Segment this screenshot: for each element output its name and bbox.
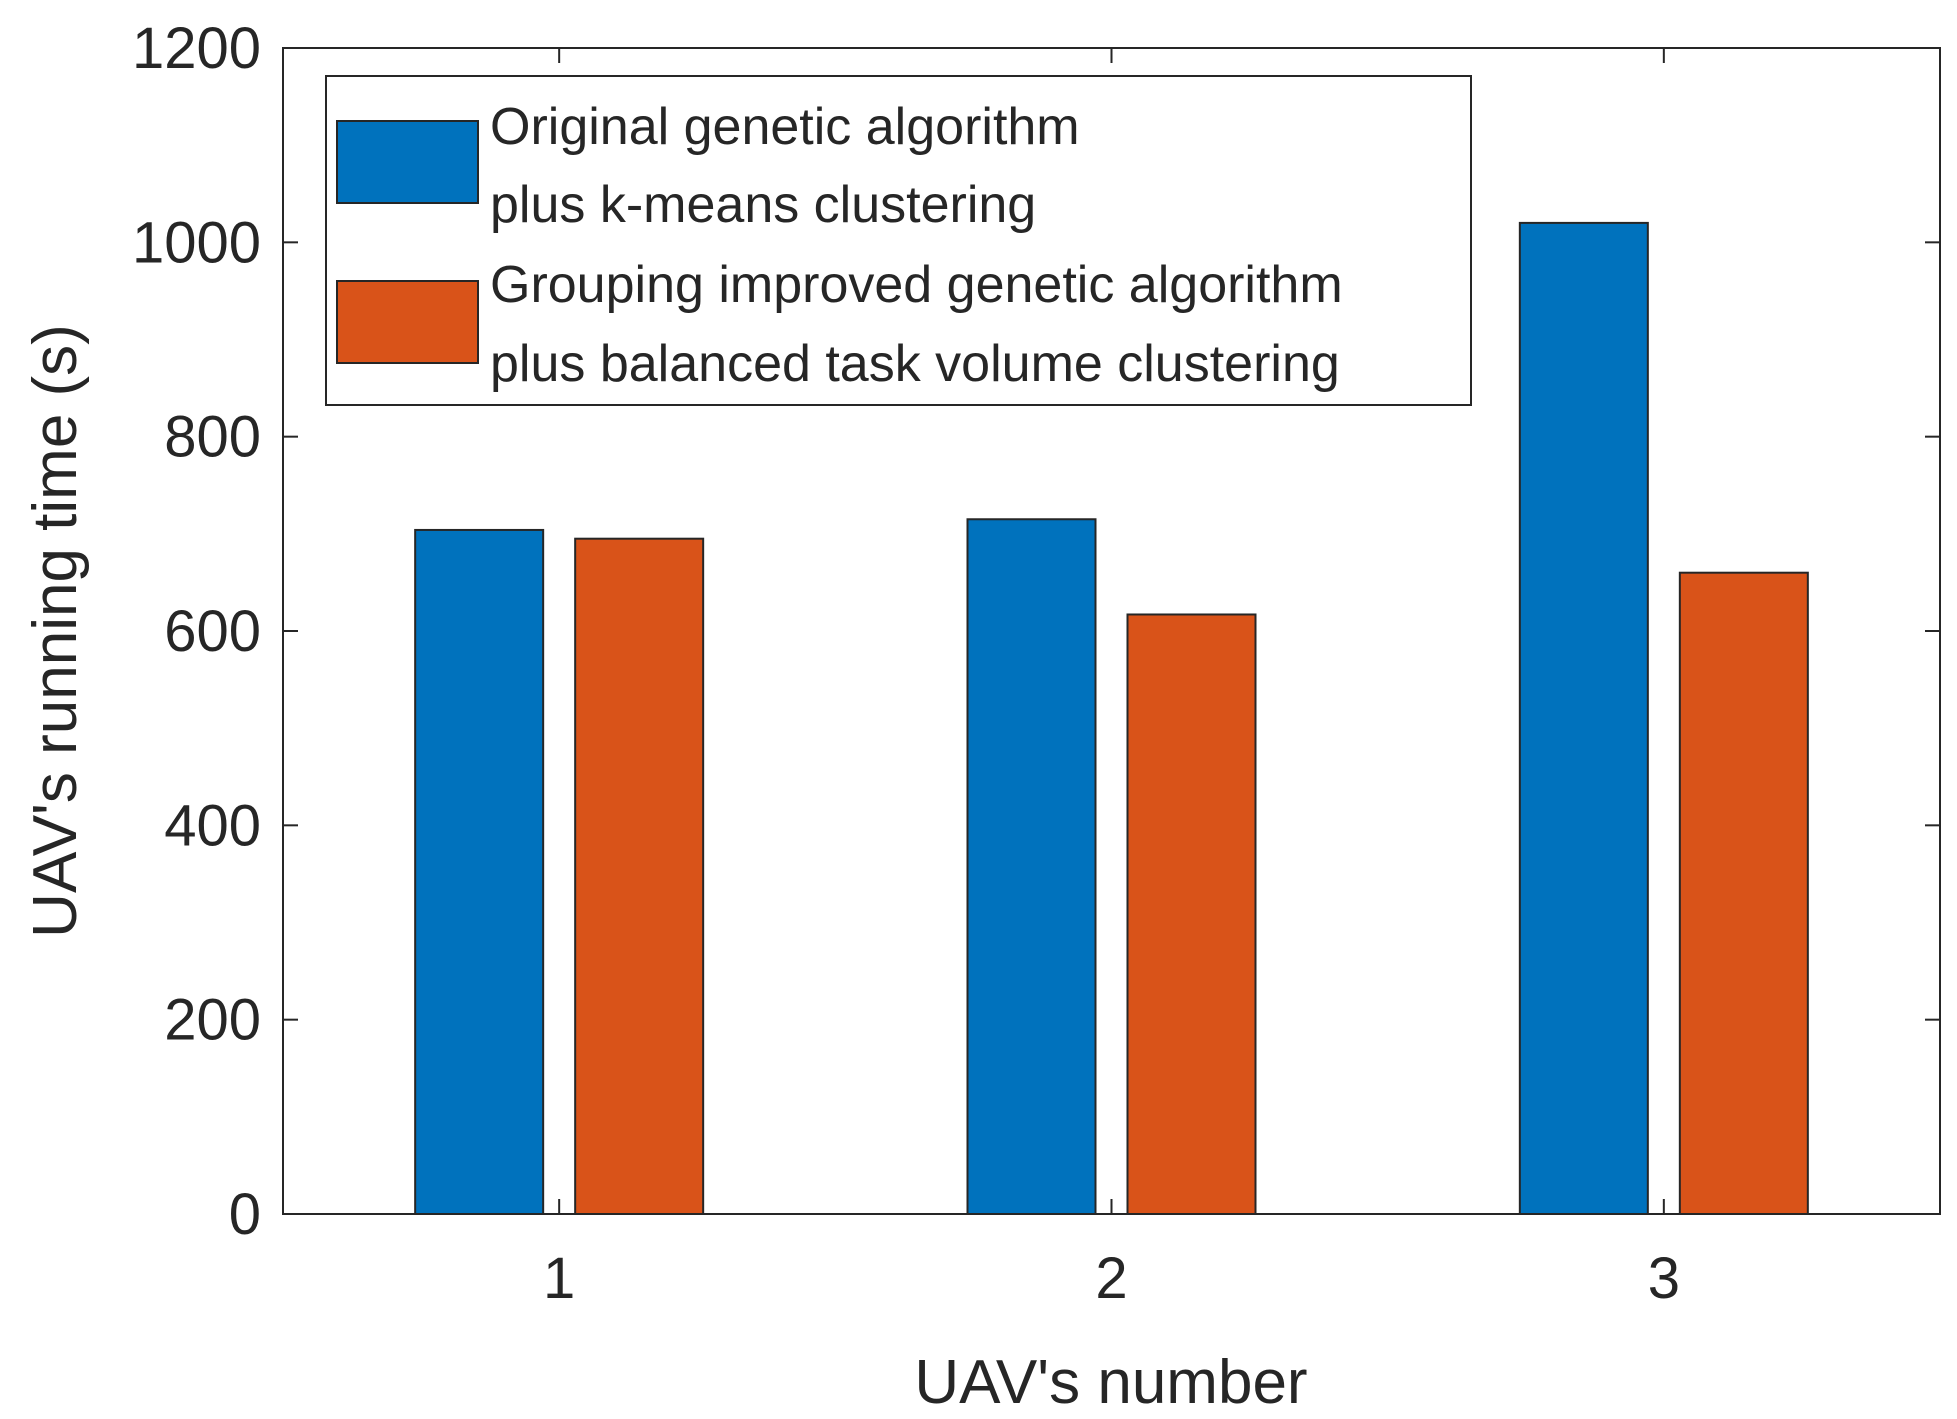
bar-series2-uav-3	[1678, 571, 1809, 1215]
plot-frame	[282, 47, 1941, 1215]
y-tick-label: 800	[164, 405, 261, 470]
legend-label-improved-line1: Grouping improved genetic algorithm	[490, 256, 1343, 314]
x-axis-label: UAV's number	[914, 1348, 1307, 1417]
bar-series1-uav-1	[414, 528, 545, 1215]
y-tick-label: 200	[164, 988, 261, 1053]
bar-series2-uav-2	[1126, 613, 1257, 1215]
y-axis-label: UAV's running time (s)	[21, 324, 90, 938]
y-tick-label: 400	[164, 793, 261, 858]
y-tick-label: 0	[229, 1182, 261, 1247]
x-tick-label: 2	[1095, 1246, 1127, 1311]
legend-label-improved-line2: plus balanced task volume clustering	[490, 335, 1340, 393]
bar-series1-uav-3	[1518, 221, 1649, 1215]
legend-label-original-line1: Original genetic algorithm	[490, 98, 1080, 156]
bars	[414, 221, 1809, 1215]
legend: Original genetic algorithm plus k-means …	[325, 75, 1472, 406]
y-axis-ticks: 0 200 400 600 800 1000 1200	[132, 16, 1940, 1247]
legend-swatch-original	[336, 120, 479, 204]
bar-series2-uav-1	[574, 537, 705, 1215]
x-tick-label: 1	[543, 1246, 575, 1311]
y-tick-label: 1000	[132, 210, 261, 275]
x-axis-ticks: 1 2 3	[543, 48, 1680, 1311]
legend-swatch-improved	[336, 280, 479, 364]
x-tick-label: 3	[1648, 1246, 1680, 1311]
y-tick-label: 600	[164, 599, 261, 664]
legend-box	[325, 75, 1472, 406]
legend-label-original-line2: plus k-means clustering	[490, 176, 1036, 234]
bar-series1-uav-2	[966, 518, 1097, 1215]
y-tick-label: 1200	[132, 16, 261, 81]
